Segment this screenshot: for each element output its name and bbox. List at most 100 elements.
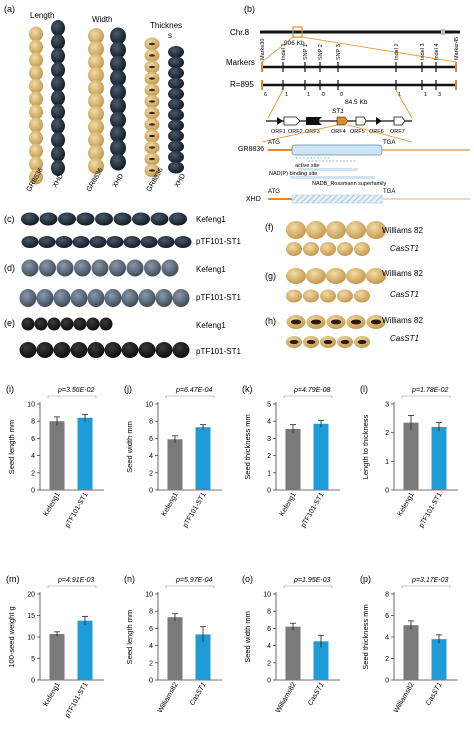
panel-label-c: (c) [4, 214, 15, 224]
y-tick-label: 15 [27, 613, 35, 620]
seed [320, 242, 336, 256]
centromere-mark [441, 29, 445, 35]
seed [110, 111, 126, 129]
gr8836-gene-label: GR8836 [238, 146, 264, 153]
header-width: Width [92, 15, 112, 24]
seed-row-c-pTF101 [21, 236, 192, 248]
seed-row-d-pTF101 [19, 289, 190, 307]
seed [346, 221, 366, 239]
seed [89, 236, 107, 248]
seed [29, 39, 43, 55]
chart-panel-label: (l) [360, 384, 368, 394]
seed [110, 55, 126, 73]
y-tick-label: 0 [267, 488, 271, 495]
y-axis-label: Seed thickness mm [361, 604, 370, 669]
y-tick-label: 2 [149, 660, 153, 667]
chromosome-size: 906 Kb [284, 40, 305, 47]
marker-name: Marke30 [260, 39, 266, 60]
bar [431, 639, 447, 680]
seed [39, 212, 58, 226]
seed [60, 317, 74, 331]
genotype-label: XHD [174, 173, 187, 189]
seed [354, 289, 370, 303]
genotype-label: XHD [112, 173, 125, 189]
seed-hilum [149, 157, 155, 161]
y-tick-label: 6 [31, 436, 35, 443]
y-tick-label: 10 [263, 592, 271, 599]
y-tick-label: 6 [267, 626, 271, 633]
seed [38, 236, 56, 248]
seed [72, 236, 90, 248]
seed-row-f-casst1 [286, 242, 370, 256]
seed [104, 342, 122, 358]
category-label: Kefeng1 [43, 681, 62, 707]
chart-n: (n) p=5.97E-04 0 2 4 6 8 10 Seed length mm Willia… [124, 574, 222, 714]
seed [168, 109, 184, 121]
p-value-label: p=4.91E-03 [57, 577, 94, 584]
seed-hilum [149, 146, 155, 149]
recombinant-label: R=895 [230, 80, 254, 89]
seed [306, 221, 326, 239]
significance-bracket [165, 395, 215, 398]
region-box [292, 26, 303, 38]
significance-bracket [401, 395, 451, 398]
recombinant-count: 0 [340, 92, 343, 98]
y-tick-label: 0 [385, 488, 389, 495]
seed [126, 259, 144, 277]
active-site-label: active site [295, 163, 319, 169]
row-label-kefeng1: Kefeng1 [196, 265, 226, 274]
seed [34, 317, 48, 331]
seed [106, 236, 124, 248]
panel-label-a: (a) [4, 4, 15, 14]
seed [87, 289, 105, 307]
p-value-label: p=3.17E-03 [411, 577, 448, 584]
y-tick-label: 8 [31, 419, 35, 426]
y-tick-label: 4 [267, 643, 271, 650]
row-label-kefeng1: Kefeng1 [196, 321, 226, 330]
seed [138, 342, 156, 358]
y-tick-label: 4 [149, 453, 153, 460]
seed [110, 125, 126, 143]
chart-panel-label: (n) [124, 574, 135, 584]
recombinant-count: 0 [322, 92, 325, 98]
marker-ticks [261, 62, 457, 72]
seed-columns [29, 20, 184, 185]
seed [74, 259, 91, 277]
chart-panel-label: (i) [6, 384, 14, 394]
panel-a: (a) Length Width Thicknes s GR8836 XHD G… [4, 4, 187, 193]
seed [168, 67, 184, 79]
seed [88, 158, 104, 174]
seed [88, 41, 104, 57]
row-label-pTF101-st1: pTF101-ST1 [196, 293, 241, 302]
category-label: Williams82 [393, 681, 416, 714]
seed [354, 242, 370, 256]
zoom-line [395, 89, 413, 119]
recombinant-count: 1 [398, 92, 401, 98]
seed [306, 268, 326, 284]
bar [49, 421, 65, 490]
y-tick-label: 3 [267, 436, 271, 443]
zoom-line [347, 124, 413, 143]
nadp-binding-label: NAD(P) binding site [269, 171, 317, 177]
marker-name: Indel 2 [394, 43, 400, 60]
seed-hilum [149, 134, 155, 138]
gene-exon-hatched [291, 194, 383, 204]
seed [21, 236, 39, 248]
chart-panel-label: (m) [6, 574, 20, 584]
seed [51, 118, 65, 134]
seed [110, 139, 126, 157]
y-axis-label: Seed width mm [125, 421, 134, 473]
significance-bracket [47, 585, 97, 588]
y-tick-label: 5 [31, 656, 35, 663]
chart-l: (l) p=1.78E-02 0 1 2 3 Length to thickness Kefe… [360, 384, 458, 529]
seed [91, 259, 109, 277]
seed [168, 88, 184, 100]
y-tick-label: 0 [31, 678, 35, 685]
seed-hilum [149, 54, 155, 57]
seed [155, 289, 173, 307]
seed [29, 156, 43, 172]
tga-label: TGA [383, 140, 395, 146]
seed [157, 236, 175, 248]
tga-label: TGA [383, 189, 395, 195]
